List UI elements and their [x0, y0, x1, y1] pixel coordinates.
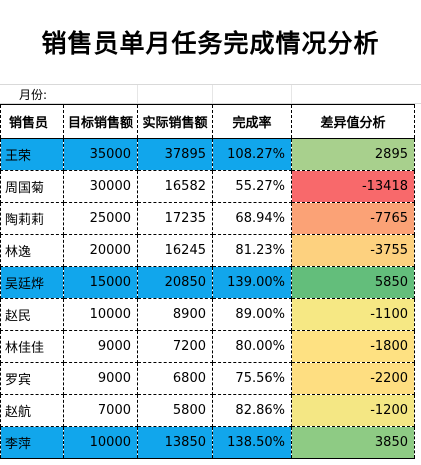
salesperson-cell[interactable]: 陶莉莉: [0, 202, 64, 235]
diff-cell[interactable]: -2200: [291, 362, 415, 395]
actual-cell[interactable]: 17235: [137, 202, 213, 235]
header-target[interactable]: 目标销售额: [63, 104, 138, 139]
rate-cell[interactable]: 108.27%: [212, 138, 292, 171]
rate-cell[interactable]: 139.00%: [212, 266, 292, 299]
salesperson-cell[interactable]: 王荣: [0, 138, 64, 171]
table-row: 吴廷烨 15000 20850 139.00% 5850: [0, 266, 415, 299]
month-row: 月份:: [0, 84, 421, 104]
rate-cell[interactable]: 75.56%: [212, 362, 292, 395]
sales-table: 销售员 目标销售额 实际销售额 完成率 差异值分析 王荣 35000 37895 10…: [0, 104, 415, 459]
table-row: 王荣 35000 37895 108.27% 2895: [0, 138, 415, 171]
salesperson-cell[interactable]: 周国菊: [0, 170, 64, 203]
table-row: 赵民 10000 8900 89.00% -1100: [0, 298, 415, 331]
salesperson-cell[interactable]: 李萍: [0, 426, 64, 459]
target-cell[interactable]: 15000: [63, 266, 138, 299]
gridline: [137, 85, 138, 103]
salesperson-cell[interactable]: 赵民: [0, 298, 64, 331]
rate-cell[interactable]: 82.86%: [212, 394, 292, 427]
target-cell[interactable]: 20000: [63, 234, 138, 267]
header-row: 销售员 目标销售额 实际销售额 完成率 差异值分析: [0, 104, 415, 139]
target-cell[interactable]: 25000: [63, 202, 138, 235]
table-row: 赵航 7000 5800 82.86% -1200: [0, 394, 415, 427]
target-cell[interactable]: 7000: [63, 394, 138, 427]
month-label: 月份:: [19, 88, 48, 102]
actual-cell[interactable]: 16582: [137, 170, 213, 203]
target-cell[interactable]: 9000: [63, 362, 138, 395]
actual-cell[interactable]: 8900: [137, 298, 213, 331]
diff-cell[interactable]: -1800: [291, 330, 415, 363]
diff-cell[interactable]: 3850: [291, 426, 415, 459]
header-salesperson[interactable]: 销售员: [0, 104, 64, 139]
table-row: 陶莉莉 25000 17235 68.94% -7765: [0, 202, 415, 235]
rate-cell[interactable]: 81.23%: [212, 234, 292, 267]
diff-cell[interactable]: -13418: [291, 170, 415, 203]
table-row: 李萍 10000 13850 138.50% 3850: [0, 426, 415, 459]
actual-cell[interactable]: 6800: [137, 362, 213, 395]
table-row: 罗宾 9000 6800 75.56% -2200: [0, 362, 415, 395]
rate-cell[interactable]: 80.00%: [212, 330, 292, 363]
actual-cell[interactable]: 13850: [137, 426, 213, 459]
table-row: 周国菊 30000 16582 55.27% -13418: [0, 170, 415, 203]
diff-cell[interactable]: -1200: [291, 394, 415, 427]
target-cell[interactable]: 10000: [63, 426, 138, 459]
gridline: [291, 85, 292, 103]
diff-cell[interactable]: -3755: [291, 234, 415, 267]
actual-cell[interactable]: 7200: [137, 330, 213, 363]
table-row: 林逸 20000 16245 81.23% -3755: [0, 234, 415, 267]
diff-cell[interactable]: 2895: [291, 138, 415, 171]
rate-cell[interactable]: 68.94%: [212, 202, 292, 235]
target-cell[interactable]: 35000: [63, 138, 138, 171]
header-diff[interactable]: 差异值分析: [291, 104, 415, 139]
diff-cell[interactable]: -1100: [291, 298, 415, 331]
rate-cell[interactable]: 138.50%: [212, 426, 292, 459]
actual-cell[interactable]: 16245: [137, 234, 213, 267]
month-value-cell[interactable]: [60, 86, 120, 104]
salesperson-cell[interactable]: 赵航: [0, 394, 64, 427]
table-row: 林佳佳 9000 7200 80.00% -1800: [0, 330, 415, 363]
salesperson-cell[interactable]: 吴廷烨: [0, 266, 64, 299]
header-rate[interactable]: 完成率: [212, 104, 292, 139]
rate-cell[interactable]: 89.00%: [212, 298, 292, 331]
rate-cell[interactable]: 55.27%: [212, 170, 292, 203]
actual-cell[interactable]: 20850: [137, 266, 213, 299]
diff-cell[interactable]: 5850: [291, 266, 415, 299]
target-cell[interactable]: 9000: [63, 330, 138, 363]
actual-cell[interactable]: 37895: [137, 138, 213, 171]
salesperson-cell[interactable]: 罗宾: [0, 362, 64, 395]
target-cell[interactable]: 30000: [63, 170, 138, 203]
salesperson-cell[interactable]: 林佳佳: [0, 330, 64, 363]
diff-cell[interactable]: -7765: [291, 202, 415, 235]
sheet-title: 销售员单月任务完成情况分析: [41, 29, 380, 58]
actual-cell[interactable]: 5800: [137, 394, 213, 427]
gridline: [212, 85, 213, 103]
salesperson-cell[interactable]: 林逸: [0, 234, 64, 267]
header-actual[interactable]: 实际销售额: [137, 104, 213, 139]
target-cell[interactable]: 10000: [63, 298, 138, 331]
